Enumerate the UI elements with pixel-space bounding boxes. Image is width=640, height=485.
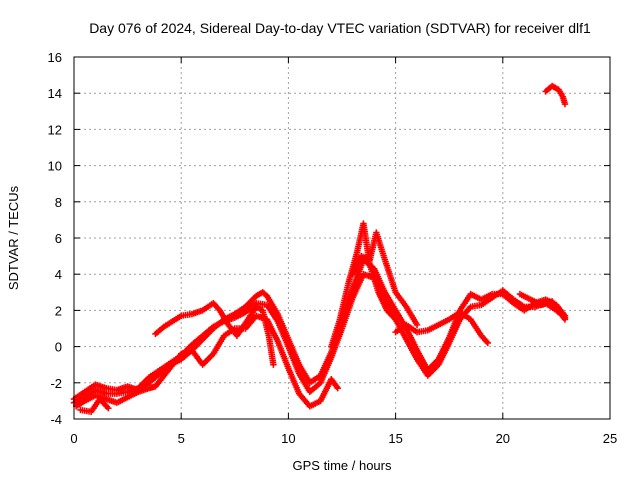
series-track-4 [72, 312, 341, 410]
data-point [484, 339, 491, 347]
y-tick-label: 10 [48, 159, 62, 174]
x-tick-label: 5 [178, 431, 185, 446]
y-axis-label: SDTVAR / TECUs [6, 185, 21, 290]
x-tick-label: 10 [281, 431, 295, 446]
y-tick-label: 8 [55, 195, 62, 210]
x-tick-label: 0 [70, 431, 77, 446]
y-tick-label: 4 [55, 267, 62, 282]
series-track-6 [328, 220, 399, 350]
series-track-9 [516, 290, 569, 323]
x-axis-label: GPS time / hours [293, 458, 392, 473]
data-point [561, 100, 569, 108]
grid-lines [74, 57, 610, 419]
x-tick-label: 25 [603, 431, 617, 446]
chart-title: Day 076 of 2024, Sidereal Day-to-day VTE… [89, 20, 591, 36]
data-point [334, 385, 341, 392]
data-point [413, 321, 421, 329]
series-track-8 [392, 309, 491, 347]
x-tick-label: 15 [388, 431, 402, 446]
x-tick-label: 20 [496, 431, 510, 446]
series-track-7 [349, 229, 421, 329]
y-tick-label: 0 [55, 340, 62, 355]
plot-frame [73, 56, 611, 420]
data-points [70, 82, 569, 415]
y-tick-label: 12 [48, 122, 62, 137]
y-tick-label: 16 [48, 50, 62, 65]
data-point [392, 316, 399, 323]
data-point [561, 316, 569, 323]
y-tick-label: 2 [55, 303, 62, 318]
series-track-5 [77, 395, 112, 415]
data-point [270, 361, 277, 368]
y-tick-label: 6 [55, 231, 62, 246]
y-tick-label: 14 [48, 86, 62, 101]
series-track-10 [542, 82, 569, 108]
y-tick-label: -2 [50, 376, 62, 391]
y-tick-label: -4 [50, 412, 62, 427]
data-point [105, 404, 112, 412]
